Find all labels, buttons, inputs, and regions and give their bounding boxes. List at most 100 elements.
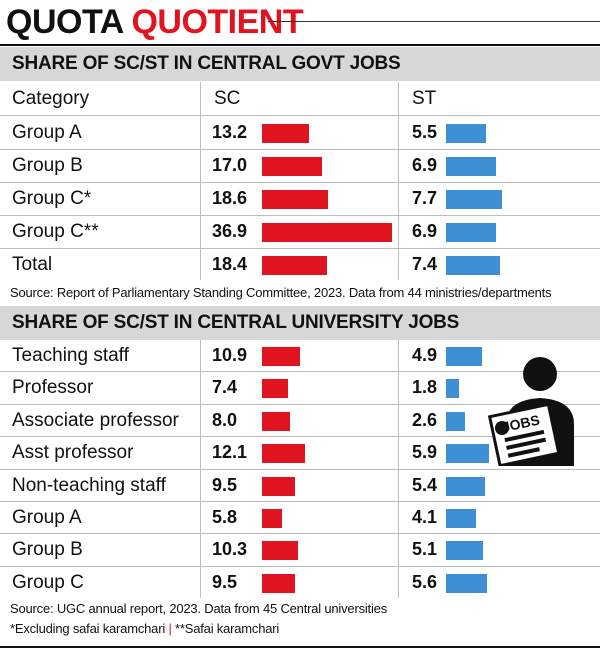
univ-sc-value: 5.8	[212, 507, 238, 527]
univ-row-divider	[0, 501, 600, 502]
univ-row: Associate professor 8.0 2.6	[0, 404, 600, 437]
govt-category-label: Group B	[12, 155, 83, 176]
govt-row: Total 18.4 7.4	[0, 248, 600, 281]
univ-st-bar	[446, 476, 486, 496]
univ-row: Asst professor 12.1 5.9	[0, 436, 600, 469]
univ-st-value: 4.9	[412, 345, 438, 365]
univ-sc-value: 8.0	[212, 409, 238, 430]
univ-sc-bar	[262, 411, 291, 431]
univ-row-divider	[0, 436, 600, 438]
govt-sc-bar	[262, 223, 392, 242]
univ-row-divider	[0, 371, 600, 373]
univ-sc-bar	[262, 509, 283, 528]
univ-col-divider-1	[200, 340, 201, 598]
univ-col-divider-2	[398, 340, 399, 598]
univ-row-divider	[0, 533, 600, 535]
univ-row: Professor 7.4 1.8	[0, 371, 600, 404]
govt-header-divider	[0, 115, 600, 116]
govt-sc-value: 13.2	[212, 122, 248, 142]
govt-st-bar	[446, 157, 497, 176]
govt-source: Source: Report of Parliamentary Standing…	[10, 285, 552, 300]
univ-row: Teaching staff 10.9 4.9	[0, 339, 600, 372]
univ-category-label: Associate professor	[12, 409, 179, 431]
univ-sc-value: 9.5	[212, 571, 238, 592]
univ-st-bar	[446, 411, 465, 431]
univ-category-label: Teaching staff	[12, 345, 129, 366]
univ-row: Group A 5.8 4.1	[0, 501, 600, 534]
footnote-1: *Excluding safai karamchari	[10, 621, 166, 636]
govt-section-heading: SHARE OF SC/ST IN CENTRAL GOVT JOBS	[0, 47, 600, 81]
govt-category-label: Group C*	[12, 188, 92, 209]
univ-category-label: Non-teaching staff	[12, 474, 166, 496]
footnote-2: **Safai karamchari	[175, 621, 280, 636]
footnotes: *Excluding safai karamchari | **Safai ka…	[10, 620, 279, 638]
univ-category-label: Asst professor	[12, 442, 134, 464]
univ-sc-bar	[262, 476, 296, 496]
govt-col-category: Category	[12, 88, 90, 109]
govt-sc-value: 18.4	[212, 254, 248, 274]
govt-st-bar	[446, 223, 497, 242]
infographic-frame	[0, 44, 600, 648]
univ-category-label: Group B	[12, 539, 83, 561]
govt-category-label: Total	[12, 254, 53, 275]
univ-row: Non-teaching staff 9.5 5.4	[0, 469, 600, 502]
govt-st-value: 5.5	[412, 122, 438, 142]
govt-col-divider-1	[200, 82, 201, 280]
univ-sc-bar	[262, 573, 296, 593]
univ-row-divider	[0, 468, 600, 470]
govt-sc-bar	[262, 190, 328, 209]
univ-st-bar	[446, 379, 460, 399]
jobs-sign-text: JOBS	[500, 412, 541, 436]
univ-sc-bar	[262, 379, 289, 399]
govt-sc-value: 17.0	[212, 155, 248, 175]
govt-st-value: 7.7	[412, 188, 438, 208]
govt-sc-bar	[262, 124, 309, 143]
univ-category-label: Professor	[12, 377, 94, 399]
govt-st-value: 6.9	[412, 155, 438, 175]
govt-st-value: 6.9	[412, 221, 438, 241]
govt-row-divider	[0, 149, 600, 150]
univ-sc-bar	[262, 541, 299, 561]
govt-sc-value: 36.9	[212, 221, 248, 241]
footnote-separator: |	[168, 621, 172, 636]
univ-row: Group B 10.3 5.1	[0, 533, 600, 566]
univ-st-bar	[446, 509, 476, 528]
govt-row: Group C* 18.6 7.7	[0, 182, 600, 215]
univ-sc-value: 10.9	[212, 345, 248, 365]
govt-st-bar	[446, 124, 486, 143]
univ-st-value: 4.1	[412, 507, 438, 527]
univ-st-bar	[446, 573, 487, 593]
univ-st-value: 5.6	[412, 571, 438, 592]
govt-header-row: Category SC ST	[0, 82, 600, 115]
govt-st-value: 7.4	[412, 254, 438, 274]
govt-category-label: Group A	[12, 122, 82, 143]
title-bar: QUOTA QUOTIENT	[0, 0, 600, 42]
univ-sc-value: 10.3	[212, 539, 248, 560]
univ-category-label: Group A	[12, 507, 82, 528]
univ-sc-bar	[262, 347, 301, 366]
univ-st-value: 5.4	[412, 474, 438, 495]
govt-category-label: Group C**	[12, 221, 99, 242]
univ-sc-value: 12.1	[212, 442, 248, 463]
univ-st-value: 2.6	[412, 409, 438, 430]
title-word-2: QUOTIENT	[131, 3, 304, 41]
govt-sc-bar	[262, 157, 322, 176]
univ-row-divider	[0, 403, 600, 405]
govt-row-divider	[0, 248, 600, 249]
univ-sc-value: 7.4	[212, 377, 238, 398]
univ-source: Source: UGC annual report, 2023. Data fr…	[10, 601, 387, 616]
jobs-seeker-icon: JOBS	[487, 357, 574, 466]
univ-category-label: Group C	[12, 571, 84, 593]
govt-row: Group B 17.0 6.9	[0, 149, 600, 182]
govt-col-st: ST	[412, 88, 437, 109]
univ-st-value: 5.9	[412, 442, 438, 463]
univ-st-value: 1.8	[412, 377, 438, 398]
govt-col-sc: SC	[214, 88, 241, 109]
govt-row-divider	[0, 215, 600, 216]
title-word-1: QUOTA	[6, 3, 123, 41]
univ-row: Group C 9.5 5.6	[0, 566, 600, 599]
title-rule	[268, 21, 600, 22]
univ-st-value: 5.1	[412, 539, 438, 560]
univ-sc-value: 9.5	[212, 474, 238, 495]
univ-st-bar	[446, 347, 482, 366]
